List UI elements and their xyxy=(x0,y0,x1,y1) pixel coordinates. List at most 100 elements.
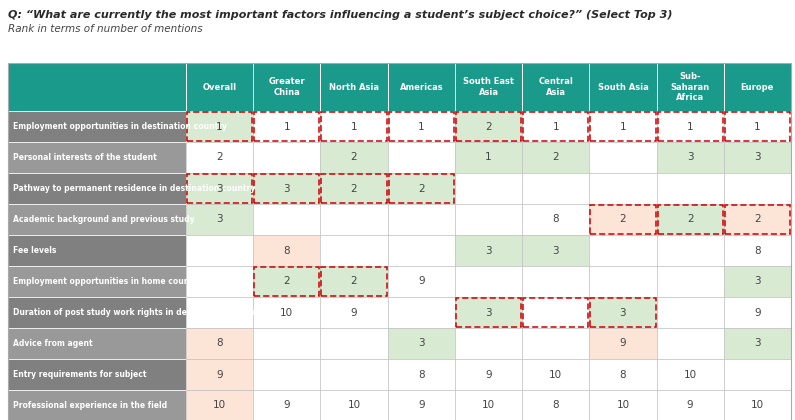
Bar xyxy=(723,390,791,420)
Text: Professional experience in the field: Professional experience in the field xyxy=(13,401,167,410)
Text: 1: 1 xyxy=(553,121,559,131)
Text: 1: 1 xyxy=(418,121,425,131)
Text: Academic background and previous study: Academic background and previous study xyxy=(13,215,195,224)
Text: 3: 3 xyxy=(754,276,761,286)
Bar xyxy=(657,111,723,142)
Bar xyxy=(723,142,791,173)
Bar xyxy=(321,267,386,296)
Bar xyxy=(723,63,791,111)
Text: 1: 1 xyxy=(485,152,492,163)
Text: Sub-
Saharan
Africa: Sub- Saharan Africa xyxy=(671,72,710,102)
Bar xyxy=(657,297,723,328)
Bar xyxy=(186,266,254,297)
Bar xyxy=(8,111,186,142)
Bar xyxy=(589,359,657,390)
Bar xyxy=(8,328,186,359)
Bar xyxy=(723,204,791,235)
Bar xyxy=(455,235,522,266)
Bar xyxy=(388,173,455,204)
Text: 2: 2 xyxy=(216,152,223,163)
Text: 9: 9 xyxy=(754,307,761,318)
Text: 9: 9 xyxy=(619,339,626,349)
Bar xyxy=(388,111,455,142)
Text: Advice from agent: Advice from agent xyxy=(13,339,93,348)
Bar xyxy=(320,63,388,111)
Bar xyxy=(723,266,791,297)
Text: 10: 10 xyxy=(213,401,226,410)
Text: 3: 3 xyxy=(485,307,492,318)
Bar xyxy=(320,359,388,390)
Bar xyxy=(456,298,521,327)
Bar xyxy=(589,111,657,142)
Bar xyxy=(589,173,657,204)
Text: 1: 1 xyxy=(351,121,358,131)
Bar xyxy=(187,174,252,203)
Bar xyxy=(254,174,320,203)
Bar xyxy=(522,204,589,235)
Bar xyxy=(455,390,522,420)
Bar xyxy=(8,204,186,235)
Text: South Asia: South Asia xyxy=(598,82,648,92)
Bar xyxy=(254,266,320,297)
Text: Q: “What are currently the most important factors influencing a student’s subjec: Q: “What are currently the most importan… xyxy=(8,10,673,20)
Bar xyxy=(723,297,791,328)
Bar xyxy=(723,111,791,142)
Bar xyxy=(321,174,386,203)
Bar xyxy=(523,298,588,327)
Bar xyxy=(723,173,791,204)
Bar xyxy=(591,112,656,141)
Text: 1: 1 xyxy=(619,121,626,131)
Bar xyxy=(522,297,589,328)
Bar xyxy=(320,204,388,235)
Text: Pathway to permanent residence in destination country: Pathway to permanent residence in destin… xyxy=(13,184,255,193)
Bar xyxy=(522,111,589,142)
Bar xyxy=(254,112,320,141)
Bar xyxy=(591,205,656,234)
Bar xyxy=(388,328,455,359)
Text: 8: 8 xyxy=(553,401,559,410)
Bar xyxy=(388,297,455,328)
Bar xyxy=(254,173,320,204)
Text: 2: 2 xyxy=(485,121,492,131)
Bar xyxy=(8,390,186,420)
Bar xyxy=(254,63,320,111)
Bar xyxy=(186,235,254,266)
Bar xyxy=(723,359,791,390)
Text: 10: 10 xyxy=(482,401,495,410)
Text: 10: 10 xyxy=(281,307,293,318)
Bar xyxy=(8,297,186,328)
Text: 10: 10 xyxy=(549,370,562,380)
Bar xyxy=(186,173,254,204)
Bar xyxy=(657,328,723,359)
Bar xyxy=(186,359,254,390)
Text: 2: 2 xyxy=(619,215,626,225)
Text: 1: 1 xyxy=(754,121,761,131)
Text: Greater
China: Greater China xyxy=(269,77,305,97)
Bar xyxy=(388,204,455,235)
Bar xyxy=(522,328,589,359)
Bar xyxy=(455,297,522,328)
Bar xyxy=(591,298,656,327)
Text: Americas: Americas xyxy=(399,82,443,92)
Text: 9: 9 xyxy=(351,307,358,318)
Text: 9: 9 xyxy=(485,370,492,380)
Text: 10: 10 xyxy=(750,401,764,410)
Bar xyxy=(589,328,657,359)
Text: 9: 9 xyxy=(687,401,693,410)
Bar xyxy=(657,390,723,420)
Text: 8: 8 xyxy=(619,370,626,380)
Bar xyxy=(186,142,254,173)
Bar xyxy=(455,359,522,390)
Text: 3: 3 xyxy=(754,152,761,163)
Text: Employment opportunities in home country: Employment opportunities in home country xyxy=(13,277,202,286)
Bar xyxy=(8,173,186,204)
Text: 3: 3 xyxy=(619,307,626,318)
Bar xyxy=(455,266,522,297)
Bar xyxy=(321,112,386,141)
Bar xyxy=(589,297,657,328)
Text: 2: 2 xyxy=(687,215,693,225)
Text: 8: 8 xyxy=(553,215,559,225)
Text: 2: 2 xyxy=(754,215,761,225)
Bar xyxy=(254,142,320,173)
Bar xyxy=(186,328,254,359)
